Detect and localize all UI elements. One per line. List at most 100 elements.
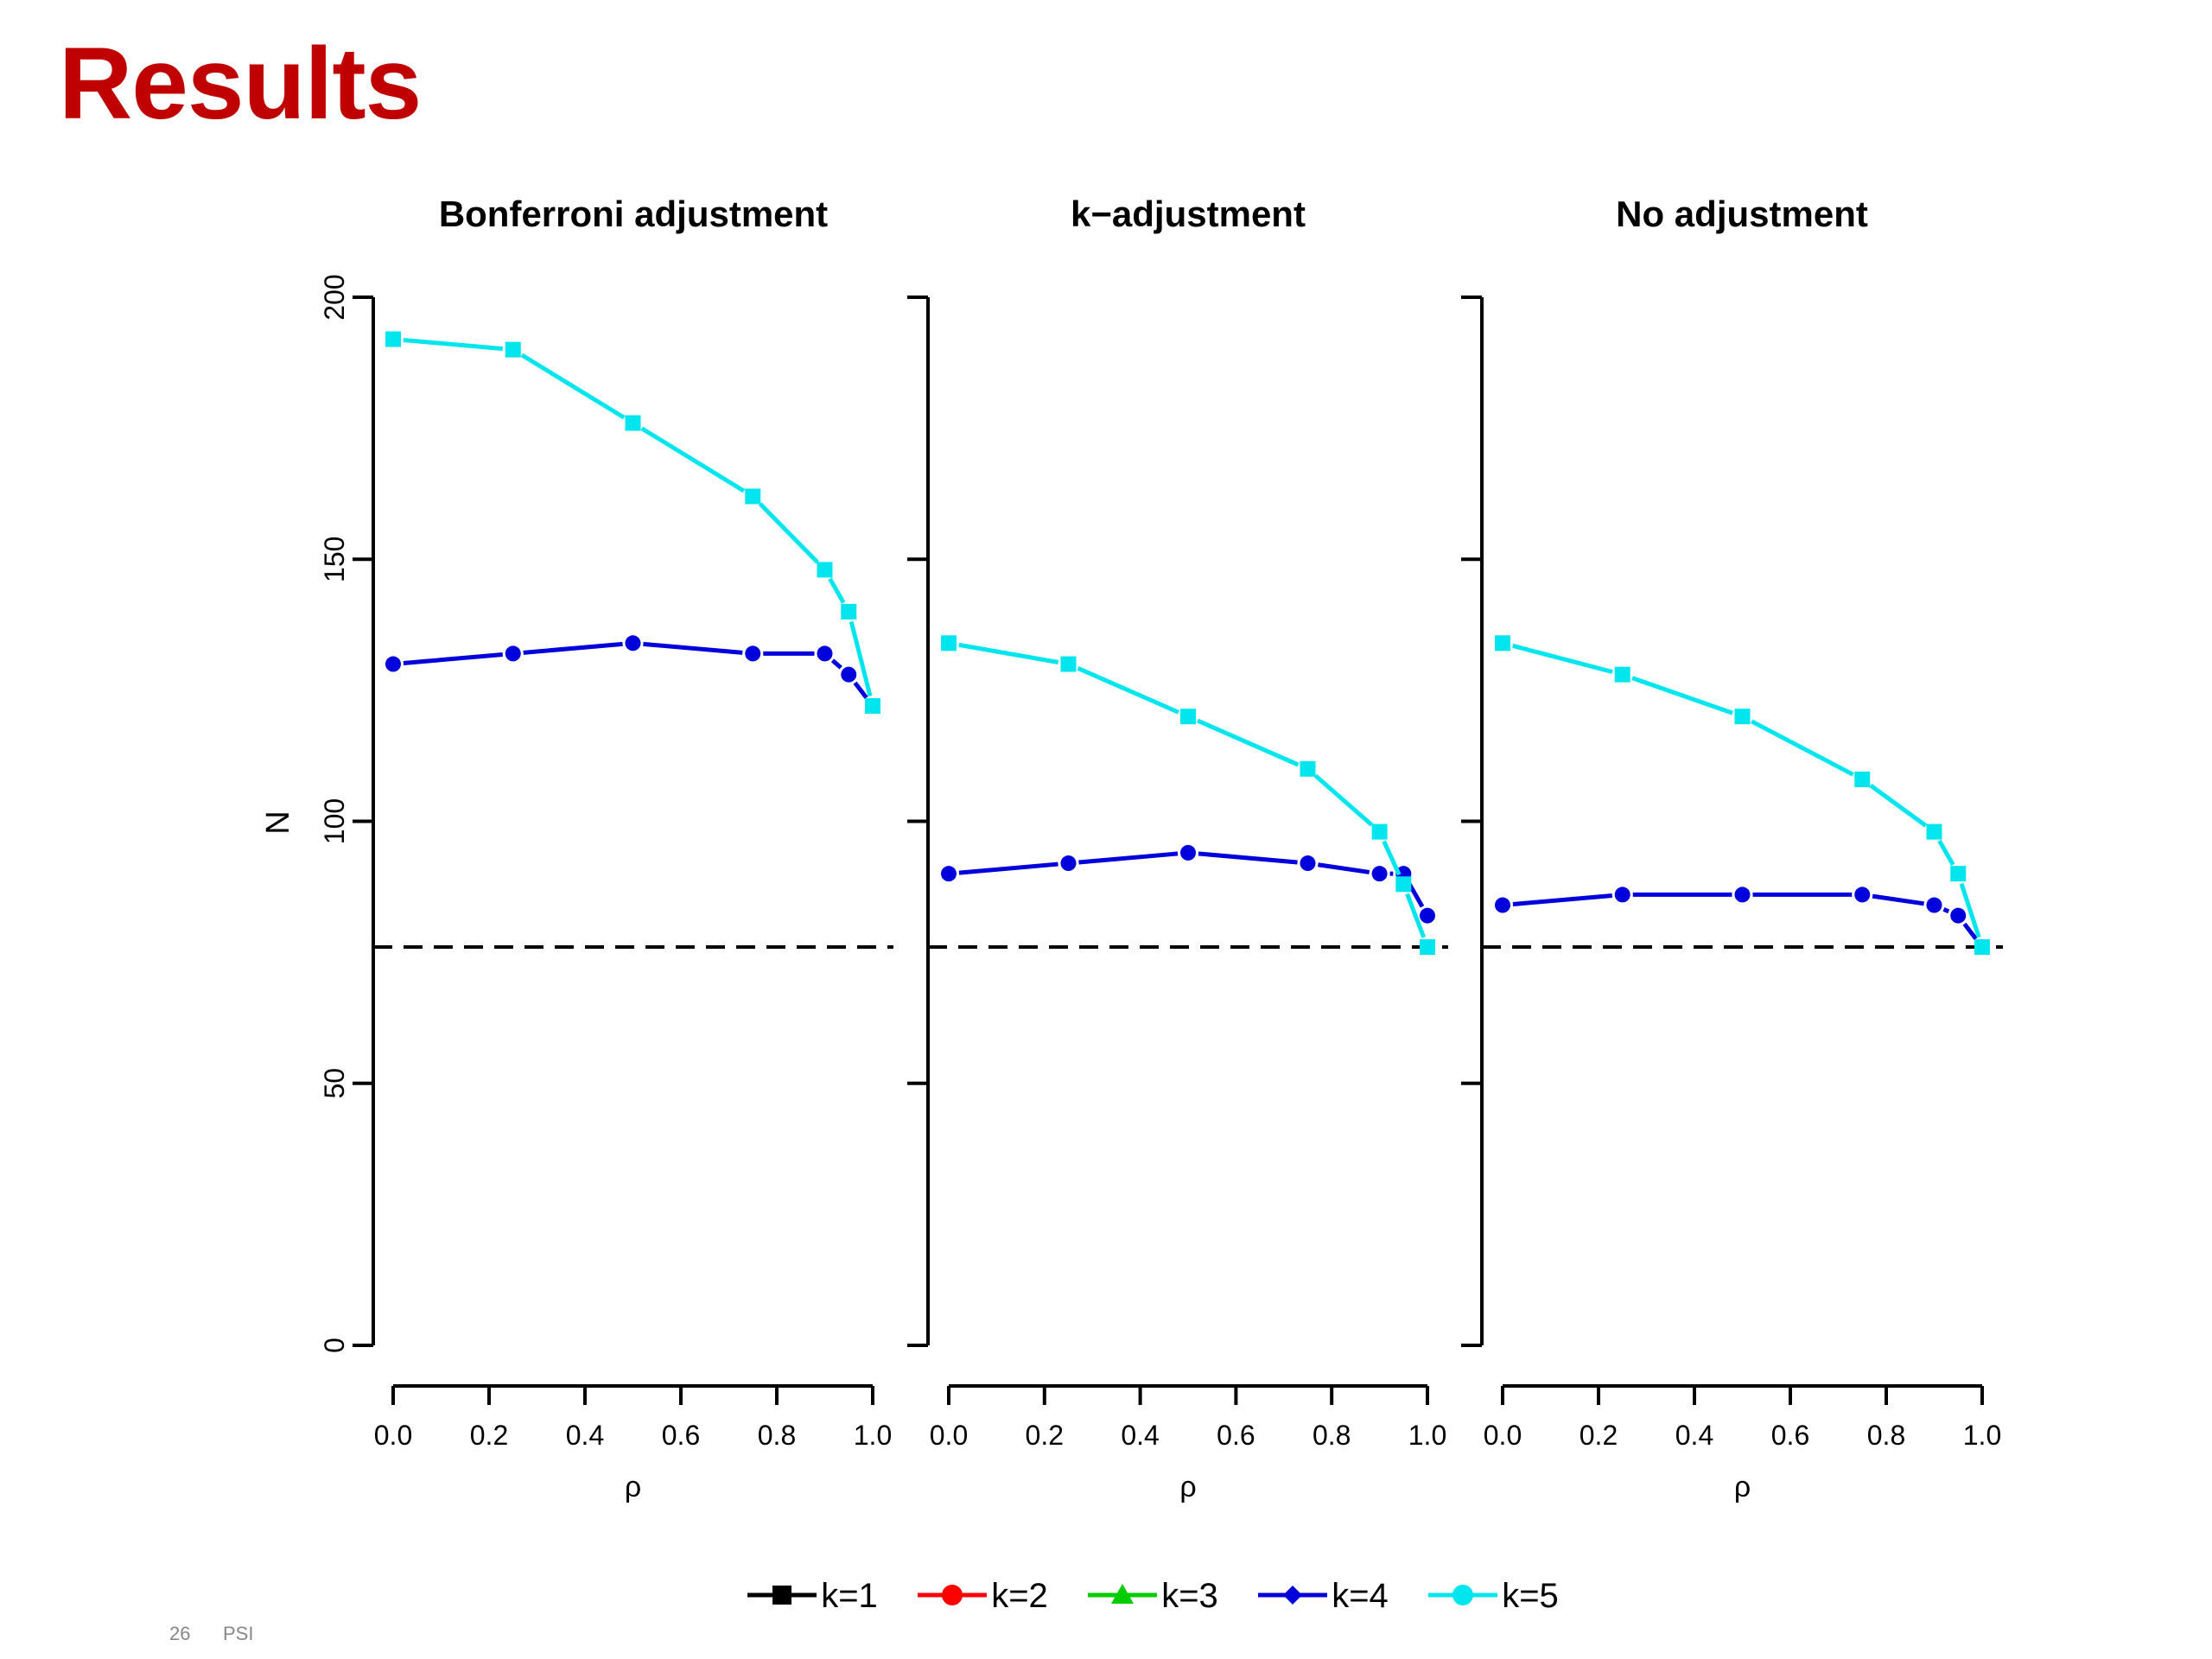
- legend-marker-circle: [1452, 1585, 1473, 1605]
- data-point-k=5: [865, 698, 880, 715]
- series-line-k=4: [1512, 893, 1613, 906]
- data-point-k=5: [1974, 939, 1990, 956]
- data-point-k=5: [817, 562, 833, 578]
- series-line-k=4: [1078, 851, 1179, 865]
- x-tick-label: 0.2: [470, 1420, 508, 1451]
- data-point-k=4: [1420, 907, 1435, 924]
- x-tick-label: 1.0: [1408, 1420, 1446, 1451]
- series-line-k=5: [758, 502, 819, 564]
- series-line-k=5: [520, 353, 626, 420]
- slide-title: Results: [59, 27, 422, 141]
- x-tick-label: 0.6: [662, 1420, 700, 1451]
- x-tick-label: 1.0: [854, 1420, 892, 1451]
- x-axis-label: ρ: [1179, 1471, 1196, 1503]
- series-line-k=4: [643, 641, 743, 655]
- series-line-k=4: [830, 658, 842, 670]
- x-tick-label: 0.2: [1026, 1420, 1064, 1451]
- data-point-k=4: [745, 645, 761, 662]
- series-line-k=5: [958, 642, 1059, 664]
- data-point-k=4: [1300, 855, 1316, 872]
- panel-title: No adjustment: [1616, 194, 1868, 234]
- data-point-k=5: [1371, 823, 1388, 840]
- chart-panel-2: k−adjustment 0.0 0.2 0.4 0.6 0.8 1.0 ρ: [907, 194, 1448, 1503]
- y-tick-label: 50: [319, 1068, 350, 1099]
- data-point-k=4: [1495, 897, 1510, 913]
- legend-label: k=1: [821, 1577, 878, 1615]
- series-line-k=4: [523, 641, 623, 655]
- series-line-k=5: [1313, 773, 1374, 827]
- data-point-k=5: [1300, 760, 1316, 777]
- data-point-k=5: [1734, 709, 1751, 725]
- data-point-k=5: [841, 603, 857, 620]
- data-point-k=4: [385, 656, 401, 672]
- data-point-k=5: [1854, 771, 1871, 787]
- series-line-k=5: [1511, 643, 1613, 675]
- legend-label: k=4: [1332, 1577, 1389, 1615]
- x-tick-label: 0.8: [1867, 1420, 1905, 1451]
- x-tick-label: 0.8: [1313, 1420, 1351, 1451]
- data-point-k=5: [385, 331, 401, 347]
- legend-marker-circle: [942, 1585, 963, 1605]
- panel-title: Bonferroni adjustment: [439, 194, 828, 234]
- x-axis-label: ρ: [1734, 1471, 1751, 1503]
- series-line-k=4: [1872, 893, 1924, 906]
- data-point-k=4: [817, 645, 833, 662]
- data-point-k=4: [941, 866, 957, 882]
- series-line-k=4: [1318, 862, 1370, 874]
- x-tick-label: 1.0: [1963, 1420, 2001, 1451]
- x-tick-label: 0.2: [1580, 1420, 1618, 1451]
- data-point-k=5: [941, 635, 957, 652]
- x-axis-label: ρ: [625, 1471, 641, 1503]
- series-line-k=5: [849, 620, 873, 697]
- x-tick-label: 0.4: [1675, 1420, 1713, 1451]
- x-tick-label: 0.6: [1217, 1420, 1255, 1451]
- legend-marker-triangle: [1111, 1584, 1134, 1604]
- x-tick-label: 0.0: [374, 1420, 412, 1451]
- series-line-k=5: [828, 577, 846, 604]
- data-point-k=4: [505, 645, 521, 662]
- series-line-k=5: [403, 338, 504, 352]
- series-line-k=5: [1750, 719, 1854, 777]
- y-tick-label: 0: [319, 1338, 350, 1353]
- series-line-k=5: [1937, 839, 1955, 866]
- data-point-k=4: [841, 666, 857, 683]
- series-line-k=5: [640, 426, 746, 493]
- data-point-k=5: [1395, 876, 1412, 893]
- legend-marker-diamond: [1283, 1586, 1302, 1605]
- data-point-k=4: [1734, 887, 1751, 903]
- chart-panel-1: Bonferroni adjustment 0 50 100 150 200 N 0.0 0.2…: [260, 194, 893, 1503]
- footer-page-number: 26: [169, 1623, 191, 1644]
- y-tick-label: 100: [319, 798, 350, 844]
- series-line-k=4: [958, 861, 1058, 875]
- series-line-k=4: [853, 681, 868, 700]
- legend-label: k=3: [1161, 1577, 1218, 1615]
- data-point-k=4: [1060, 855, 1077, 872]
- data-point-k=4: [625, 635, 641, 652]
- data-point-k=5: [745, 488, 761, 505]
- data-point-k=4: [1854, 887, 1871, 903]
- data-point-k=4: [1180, 844, 1196, 861]
- data-point-k=5: [1950, 866, 1967, 882]
- data-point-k=5: [1495, 635, 1510, 652]
- x-tick-label: 0.4: [566, 1420, 604, 1451]
- data-point-k=4: [1926, 897, 1942, 913]
- data-point-k=4: [1371, 866, 1388, 882]
- series-line-k=5: [1959, 882, 1981, 938]
- footer-text: PSI: [223, 1623, 254, 1644]
- y-tick-label: 150: [319, 537, 350, 582]
- legend-marker-square: [772, 1586, 791, 1605]
- series-line-k=4: [1198, 851, 1298, 865]
- series-line-k=5: [1382, 840, 1402, 876]
- x-tick-label: 0.0: [930, 1420, 968, 1451]
- x-tick-label: 0.8: [758, 1420, 796, 1451]
- data-point-k=4: [1614, 887, 1630, 903]
- series-line-k=4: [1942, 907, 1950, 914]
- x-tick-label: 0.0: [1484, 1420, 1522, 1451]
- data-point-k=5: [1614, 666, 1630, 683]
- panel-title: k−adjustment: [1071, 194, 1306, 234]
- data-point-k=5: [1180, 709, 1196, 725]
- series-line-k=4: [1962, 922, 1978, 941]
- data-point-k=4: [1950, 907, 1967, 924]
- legend-label: k=2: [991, 1577, 1048, 1615]
